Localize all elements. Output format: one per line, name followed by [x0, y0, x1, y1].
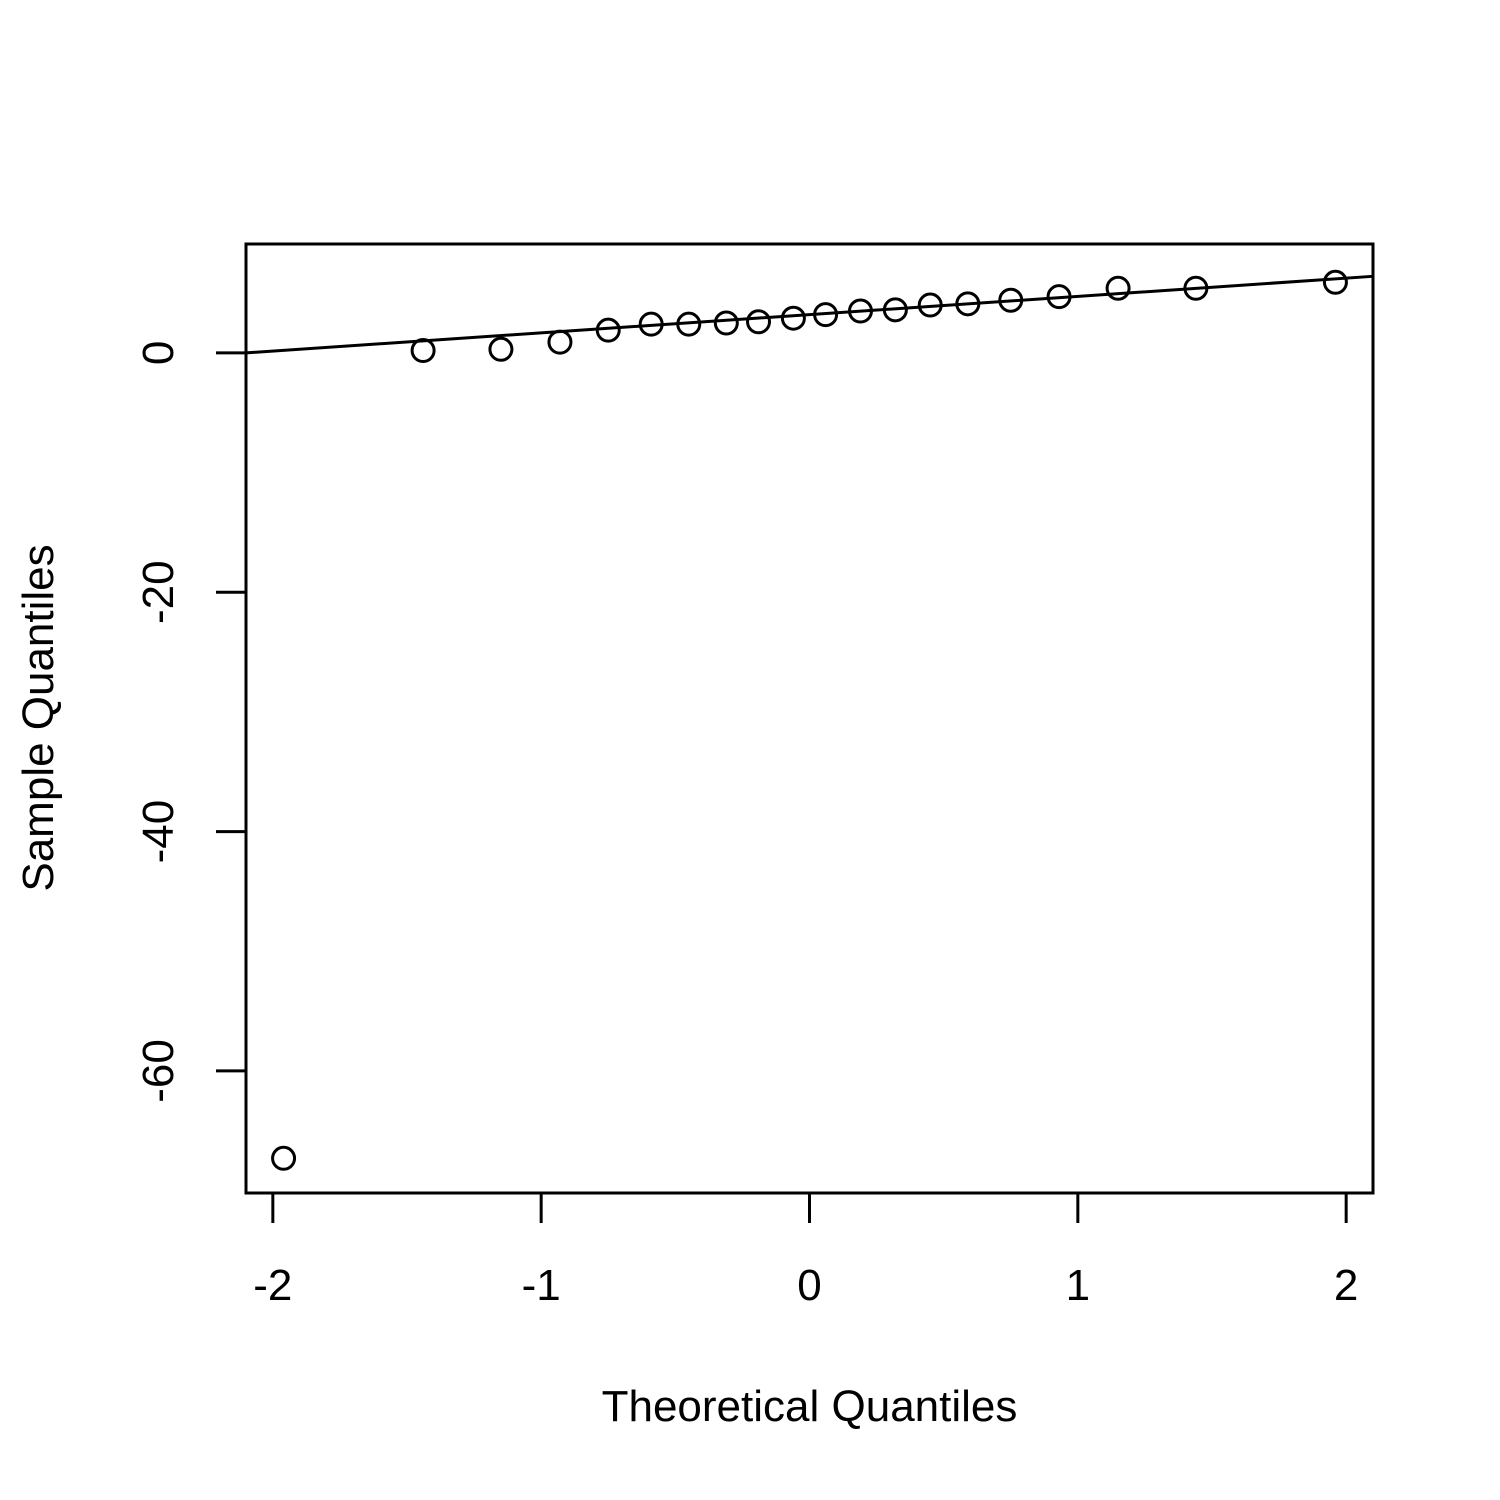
- points-layer: [271, 269, 1348, 1171]
- data-point: [638, 311, 664, 337]
- data-point: [746, 309, 772, 335]
- x-tick-label: 0: [797, 1261, 821, 1310]
- data-point: [713, 310, 739, 336]
- y-axis-title: Sample Quantiles: [14, 544, 63, 891]
- y-tick-label: -60: [134, 1039, 183, 1103]
- x-tick-label: 2: [1334, 1261, 1358, 1310]
- data-point: [917, 292, 943, 318]
- data-point: [676, 311, 702, 337]
- data-point: [882, 297, 908, 323]
- data-point: [547, 329, 573, 355]
- data-point: [1322, 269, 1348, 295]
- data-point: [780, 305, 806, 331]
- data-point: [410, 338, 436, 364]
- plot-frame: [244, 242, 1375, 1195]
- x-axis: -2 -1 0 1 2: [253, 1191, 1358, 1310]
- y-tick-label: -20: [134, 560, 183, 624]
- data-point: [271, 1145, 297, 1171]
- data-point: [488, 336, 514, 362]
- x-tick-label: -1: [522, 1261, 561, 1310]
- x-tick-label: -2: [253, 1261, 292, 1310]
- data-point: [955, 291, 981, 317]
- data-point: [1183, 275, 1209, 301]
- y-axis: -60 -40 -20 0: [134, 341, 248, 1103]
- x-axis-title: Theoretical Quantiles: [602, 1382, 1018, 1431]
- x-tick-label: 1: [1066, 1261, 1090, 1310]
- data-point: [1046, 284, 1072, 310]
- y-tick-label: -40: [134, 800, 183, 864]
- data-point: [1105, 275, 1131, 301]
- data-point: [847, 298, 873, 324]
- data-point: [595, 317, 621, 343]
- data-point: [813, 302, 839, 328]
- y-tick-label: 0: [134, 341, 183, 365]
- data-point: [998, 287, 1024, 313]
